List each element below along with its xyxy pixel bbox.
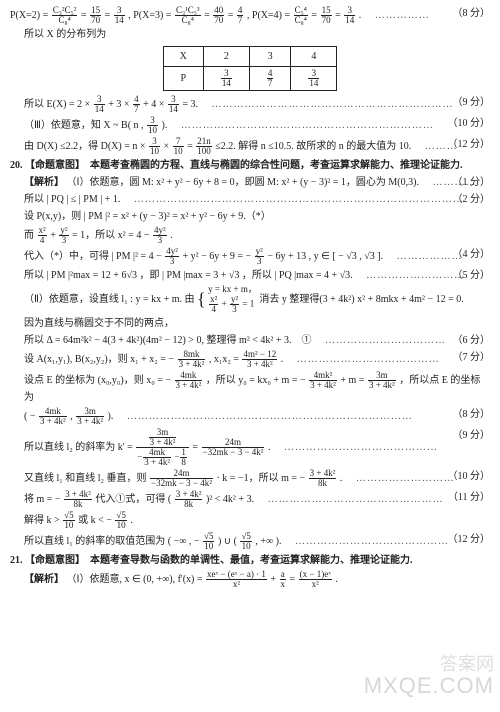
th-p: P <box>163 67 203 91</box>
q20-p11: 设点 E 的坐标为 (x₀,y₀)，则 x₀ = − 4mk3 + 4k² ，所… <box>10 371 490 405</box>
left-brace-icon: { <box>197 294 206 305</box>
q20-p5: 代入（*）中，可得 | PM |² = 4 − 4y²3 + y² − 6y +… <box>10 247 490 266</box>
expectation-line: 所以 E(X) = 2 × 314 + 3 × 47 + 4 × 314 = 3… <box>10 95 490 114</box>
q20-p7: （Ⅱ）依题意，设直线 l₁ : y = kx + m. 由 { y = kx +… <box>10 285 490 314</box>
q20-p6: 所以 | PM |²max = 12 + 6√3 ，即 | PM |max = … <box>10 268 490 283</box>
score: （8 分） <box>453 6 491 21</box>
q20-p2: 所以 | PQ | ≤ | PM | + 1. …………………………………………… <box>10 192 490 207</box>
distribution-table: X 2 3 4 P 314 47 314 <box>163 46 338 91</box>
q20-p8: 因为直线与椭圆交于不同的两点， <box>10 316 490 331</box>
frac: C₃²C₅²C₈⁴ <box>52 6 78 25</box>
q20-p16: 解得 k > √510 或 k < − √510 . <box>10 511 490 530</box>
q20-p9: 所以 Δ = 64m²k² − 4(3 + 4k²)(4m² − 12) > 0… <box>10 333 490 348</box>
q20-number: 20. <box>10 160 23 171</box>
q20-p17: 所以直线 l₁ 的斜率的取值范围为 ( −∞ , − √510 ) ∪ ( √5… <box>10 532 490 551</box>
dist-intro: 所以 X 的分布列为 <box>10 27 490 42</box>
q20-p10: 设 A(x₁,y₁), B(x₂,y₂)，则 x₁ + x₂ = − 8mk3 … <box>10 350 490 369</box>
t: P(X=2) = <box>10 10 48 21</box>
q20-intent: 20. 【命题意图】 本题考查椭圆的方程、直线与椭圆的综合性问题，考查运算求解能… <box>10 158 490 173</box>
q20-p15: 将 m = − 3 + 4k²8k 代入①式，可得 ( 3 + 4k²8k )²… <box>10 490 490 509</box>
watermark-url: MXQE.COM <box>364 669 494 702</box>
prob-line-1: P(X=2) = C₃²C₅²C₈⁴ = 1570 = 314 , P(X=3)… <box>10 6 490 25</box>
q21-p1: 【解析】 （Ⅰ）依题意, x ∈ (0, +∞), f'(x) = xeˣ − … <box>10 570 490 589</box>
q21-number: 21. <box>10 555 23 566</box>
q20-p3: 设 P(x,y)，则 | PM |² = x² + (y − 3)² = x² … <box>10 209 490 224</box>
q20-p13: 所以直线 l₂ 的斜率为 k' = 3m3 + 4k² −4mk3 + 4k² … <box>10 428 490 467</box>
q20-p14: 又直线 l₁ 和直线 l₂ 垂直，则 24m−32mk − 3 − 4k² · … <box>10 469 490 488</box>
q20-p1: 【解析】 （Ⅰ）依题意，圆 M: x² + y² − 6y + 8 = 0，即圆… <box>10 175 490 190</box>
th-x: X <box>163 47 203 67</box>
q21-intent: 21. 【命题意图】 本题考查导数与函数的单调性、最值，考查运算求解能力、推理论… <box>10 553 490 568</box>
q20-p12: ( − 4mk3 + 4k² , 3m3 + 4k² ). …………………………… <box>10 407 490 426</box>
dots: …………… <box>364 10 430 21</box>
dx-line: 由 D(X) ≤2.2，得 D(X) = n × 310 × 710 = 21n… <box>10 137 490 156</box>
q20-p4: 而 x²4 + y²3 = 1，所以 x² = 4 − 4y²3 . <box>10 226 490 245</box>
part3-line: （Ⅲ）依题意，知 X ~ B( n , 310 ). …………………………………… <box>10 116 490 135</box>
